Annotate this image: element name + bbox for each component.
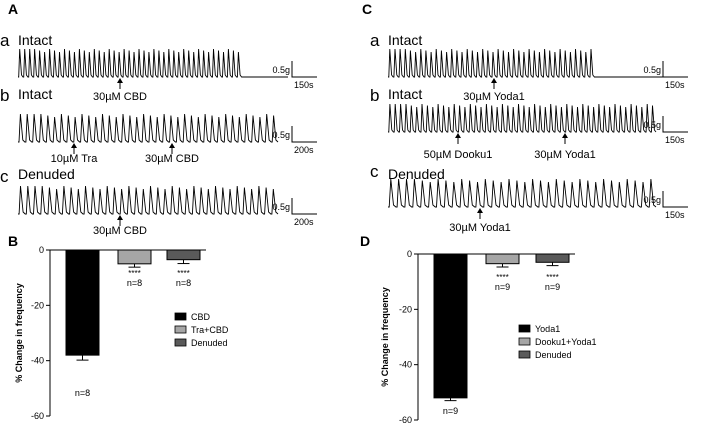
n-label: n=8 [75, 388, 90, 398]
scale-bar [662, 116, 688, 133]
drug-label: 50µM Dooku1 [424, 149, 493, 161]
trace-letter: a [0, 31, 10, 50]
drug-arrow-head [562, 133, 568, 138]
y-tick-label: 0 [407, 249, 412, 259]
scale-bar [662, 191, 688, 208]
drug-arrow-head [169, 143, 175, 148]
trace-condition-label: Intact [388, 86, 422, 102]
legend-label: Tra+CBD [191, 325, 229, 335]
trace-condition-label: Denuded [388, 166, 445, 182]
legend-label: Denuded [191, 338, 228, 348]
significance-label: **** [496, 273, 508, 282]
scale-bar [291, 198, 317, 215]
y-tick-label: -40 [31, 356, 44, 366]
contraction-trace [18, 113, 279, 143]
drug-label: 10µM Tra [51, 153, 99, 165]
drug-arrow-head [71, 143, 77, 148]
bar-denuded [535, 253, 570, 263]
drug-arrow-head [491, 78, 497, 83]
drug-label: 30µM CBD [145, 153, 199, 165]
bar-chart-panel-b: 0-20-40-60% Change in frequencyn=8****n=… [14, 245, 229, 421]
y-tick-label: -60 [31, 411, 44, 421]
bar-cbd [65, 249, 100, 356]
scale-bar-force-label: 0.5g [272, 65, 290, 75]
contraction-trace [388, 48, 666, 78]
panel-label-c: C [362, 1, 372, 17]
legend-swatch [174, 325, 187, 334]
significance-label: **** [546, 273, 558, 282]
legend-swatch [518, 324, 531, 333]
contraction-trace [18, 48, 288, 78]
legend-swatch [518, 337, 531, 346]
legend-swatch [174, 338, 187, 347]
scale-bar-time-label: 150s [665, 135, 685, 145]
n-label: n=9 [443, 406, 458, 416]
trace-condition-label: Intact [18, 32, 52, 48]
scale-bar-force-label: 0.5g [643, 65, 661, 75]
scale-bar-force-label: 0.5g [643, 195, 661, 205]
scale-bar [291, 126, 317, 143]
scale-bar-time-label: 200s [294, 217, 314, 227]
y-tick-label: -40 [399, 360, 412, 370]
trace-letter: b [370, 86, 379, 105]
legend-swatch [174, 312, 187, 321]
drug-label: 30µM CBD [93, 91, 147, 103]
drug-arrow-head [455, 133, 461, 138]
drug-label: 30µM Yoda1 [534, 149, 595, 161]
drug-arrow-head [117, 78, 123, 83]
legend-swatch [518, 350, 531, 359]
scale-bar [662, 61, 688, 78]
legend-label: Denuded [535, 350, 572, 360]
trace-condition-label: Denuded [18, 166, 75, 182]
y-tick-label: -20 [399, 304, 412, 314]
legend-label: Yoda1 [535, 324, 560, 334]
trace-letter: a [370, 31, 380, 50]
trace-condition-label: Intact [18, 86, 52, 102]
scale-bar [291, 61, 317, 78]
scale-bar-time-label: 150s [665, 80, 685, 90]
traces-panel-c: a Intact 30µM Yoda1 0.5g 150s b Intact 50µM Doo… [370, 31, 688, 234]
y-axis-label: % Change in frequency [14, 283, 24, 383]
trace-condition-label: Intact [388, 32, 422, 48]
contraction-trace [388, 103, 657, 133]
scale-bar-force-label: 0.5g [272, 202, 290, 212]
n-label: n=8 [176, 278, 191, 288]
drug-label: 30µM Yoda1 [449, 222, 510, 234]
scale-bar-time-label: 150s [294, 80, 314, 90]
y-axis-label: % Change in frequency [380, 287, 390, 387]
bar-denuded [166, 249, 201, 261]
scale-bar-force-label: 0.5g [272, 130, 290, 140]
panel-label-a: A [8, 1, 18, 17]
significance-label: **** [128, 269, 140, 278]
n-label: n=9 [545, 282, 560, 292]
y-tick-label: -60 [399, 415, 412, 425]
drug-label: 30µM Yoda1 [463, 91, 524, 103]
scale-bar-time-label: 200s [294, 145, 314, 155]
bar-dooku1-yoda1 [485, 253, 520, 265]
panel-label-d: D [360, 233, 370, 249]
drug-label: 30µM CBD [93, 225, 147, 237]
bar-chart-panel-d: 0-20-40-60% Change in frequencyn=9****n=… [380, 249, 596, 425]
panel-label-b: B [8, 233, 18, 249]
y-tick-label: -20 [31, 300, 44, 310]
bar-yoda1 [433, 253, 468, 399]
scale-bar-force-label: 0.5g [643, 120, 661, 130]
significance-label: **** [177, 269, 189, 278]
legend-label: CBD [191, 312, 211, 322]
trace-letter: c [370, 162, 379, 181]
bar-tra-cbd [117, 249, 152, 265]
drug-arrow-head [477, 208, 483, 213]
contraction-trace [18, 185, 279, 215]
traces-panel-a: a Intact 30µM CBD 0.5g 150s b Intact 10µM Tra 30… [0, 31, 317, 237]
drug-arrow-head [117, 215, 123, 220]
n-label: n=8 [127, 278, 142, 288]
n-label: n=9 [495, 282, 510, 292]
scale-bar-time-label: 150s [665, 210, 685, 220]
trace-letter: b [0, 86, 9, 105]
legend-label: Dooku1+Yoda1 [535, 337, 596, 347]
y-tick-label: 0 [39, 245, 44, 255]
contraction-trace [388, 178, 657, 208]
trace-letter: c [0, 167, 9, 186]
